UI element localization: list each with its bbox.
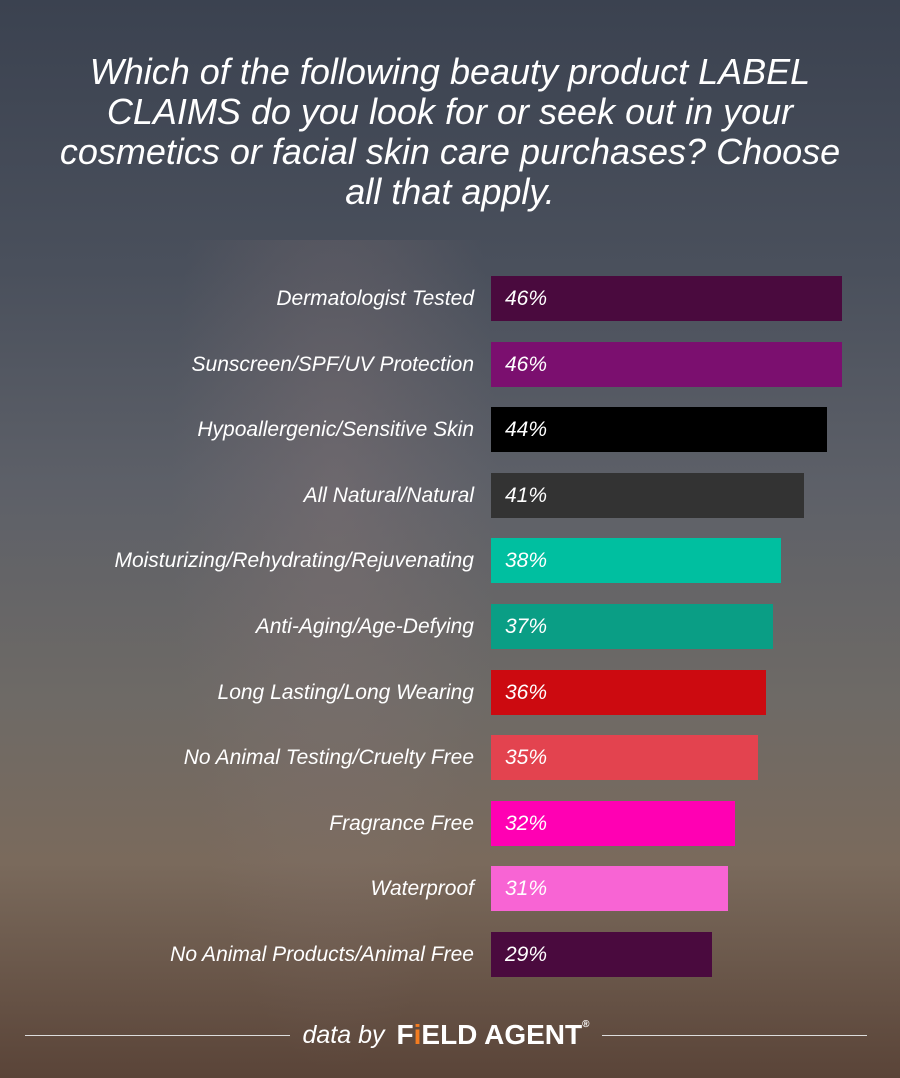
category-label: All Natural/Natural <box>303 483 474 507</box>
bar <box>491 735 759 781</box>
category-label: No Animal Products/Animal Free <box>170 943 474 966</box>
bar <box>491 669 766 715</box>
bar <box>491 604 774 649</box>
category-label: Moisturizing/Rehydrating/Rejuvenating <box>114 549 474 573</box>
value-label: 31% <box>505 877 548 901</box>
category-label: Dermatologist Tested <box>276 287 474 310</box>
value-label: 36% <box>505 680 548 704</box>
divider-left <box>25 1034 291 1036</box>
category-label: Anti-Aging/Age-Defying <box>255 615 474 638</box>
value-label: 46% <box>505 352 548 376</box>
background-photo-figure <box>170 240 500 1078</box>
bar <box>491 341 842 387</box>
category-label: Waterproof <box>370 877 475 901</box>
value-label: 44% <box>505 418 548 442</box>
bar <box>491 866 728 912</box>
bar <box>491 472 804 518</box>
value-label: 29% <box>505 943 548 966</box>
category-label: Sunscreen/SPF/UV Protection <box>191 352 474 376</box>
category-label: No Animal Testing/Cruelty Free <box>183 746 474 770</box>
value-label: 35% <box>505 746 548 770</box>
value-label: 37% <box>505 615 548 638</box>
bar <box>491 800 736 846</box>
divider-right <box>601 1034 867 1036</box>
value-label: 41% <box>505 483 548 507</box>
category-label: Long Lasting/Long Wearing <box>217 680 474 704</box>
field-agent-logo: FiELD AGENT® <box>396 1019 590 1050</box>
value-label: 46% <box>505 287 548 310</box>
footer: data by FiELD AGENT® <box>25 1012 867 1058</box>
bar <box>491 932 713 977</box>
value-label: 32% <box>505 811 548 835</box>
value-label: 38% <box>505 549 548 573</box>
bar <box>491 276 842 321</box>
chart-title: Which of the following beauty product LA… <box>59 51 841 212</box>
bar <box>491 538 781 584</box>
category-label: Fragrance Free <box>329 811 474 835</box>
category-label: Hypoallergenic/Sensitive Skin <box>197 418 474 442</box>
data-by-label: data by <box>302 1020 385 1049</box>
bar <box>491 407 827 453</box>
